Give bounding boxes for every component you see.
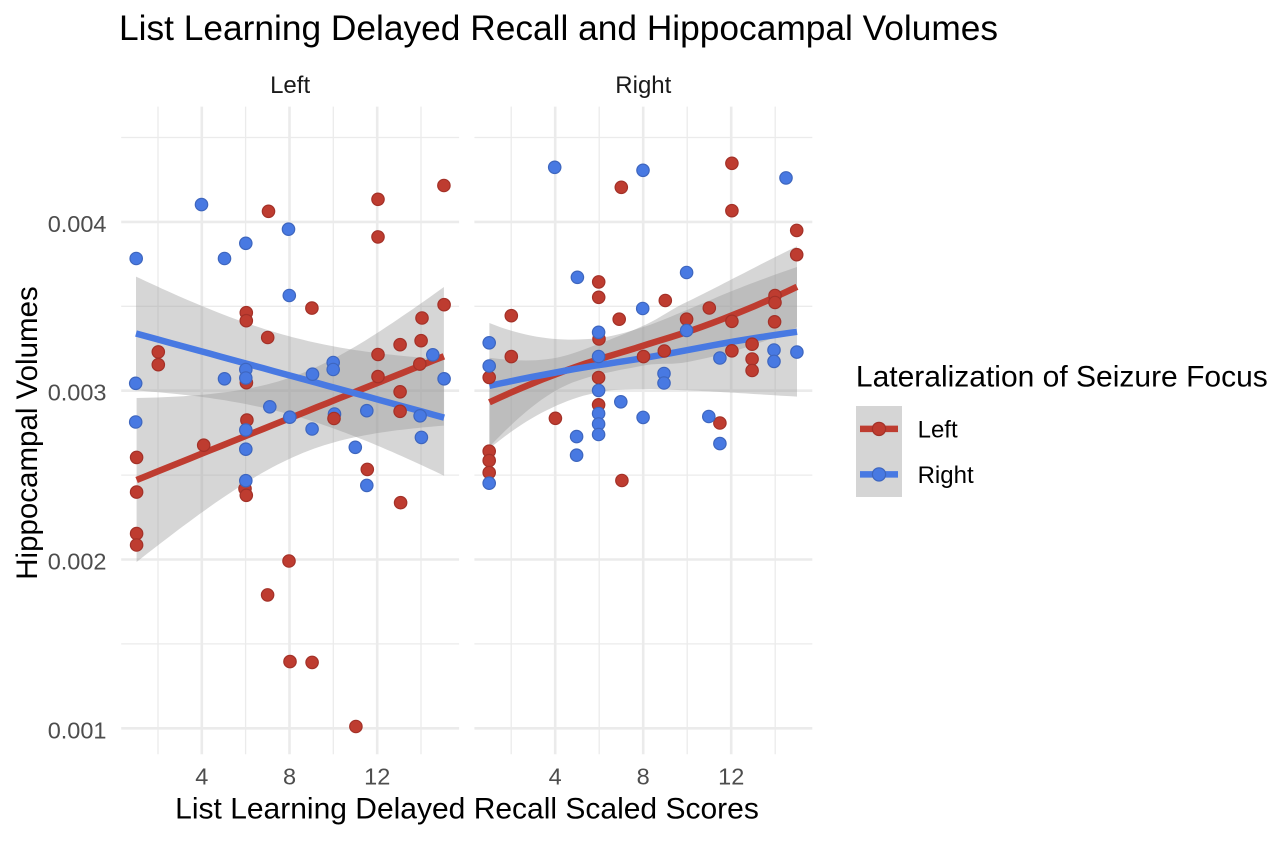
svg-text:List Learning Delayed Recall a: List Learning Delayed Recall and Hippoca… xyxy=(119,9,998,48)
svg-text:0.004: 0.004 xyxy=(48,211,107,237)
svg-text:Lateralization of Seizure Focu: Lateralization of Seizure Focus xyxy=(856,361,1268,394)
svg-text:8: 8 xyxy=(637,764,650,790)
svg-text:0.003: 0.003 xyxy=(48,380,107,406)
svg-text:4: 4 xyxy=(195,764,208,790)
svg-text:8: 8 xyxy=(283,764,296,790)
svg-text:0.002: 0.002 xyxy=(48,549,107,575)
svg-text:Right: Right xyxy=(918,462,974,489)
svg-text:4: 4 xyxy=(549,764,562,790)
svg-text:12: 12 xyxy=(718,764,744,790)
svg-text:Right: Right xyxy=(615,72,671,99)
svg-text:12: 12 xyxy=(364,764,390,790)
svg-text:Hippocampal Volumes: Hippocampal Volumes xyxy=(11,286,44,580)
svg-text:List Learning Delayed Recall S: List Learning Delayed Recall Scaled Scor… xyxy=(175,793,759,826)
svg-text:Left: Left xyxy=(918,416,958,443)
svg-text:Left: Left xyxy=(270,72,310,99)
svg-text:0.001: 0.001 xyxy=(48,717,107,743)
